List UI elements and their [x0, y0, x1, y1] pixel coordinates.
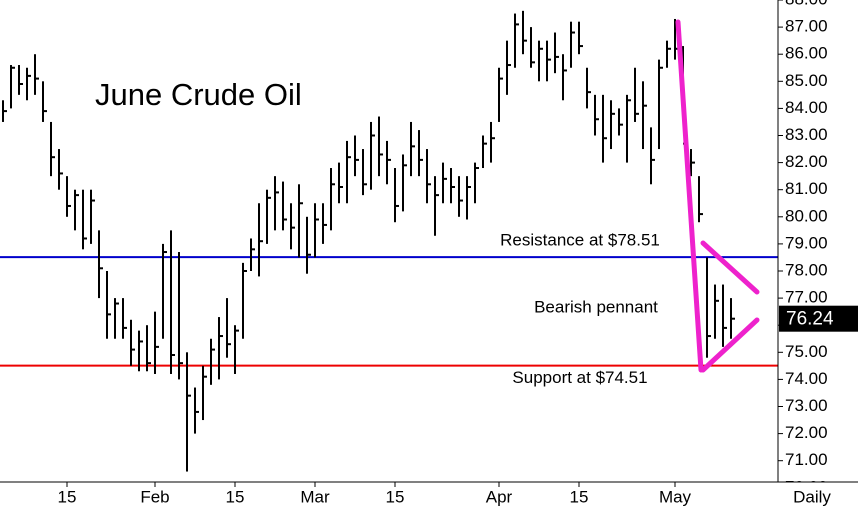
y-tick-label: 84.00 — [785, 98, 828, 117]
y-axis: 70.0071.0072.0073.0074.0075.0076.0077.00… — [778, 0, 828, 496]
bars — [2, 10, 735, 472]
y-tick-label: 74.00 — [785, 369, 828, 388]
pennant-lower — [700, 317, 760, 373]
y-tick-label: 75.00 — [785, 342, 828, 361]
y-tick-label: 82.00 — [785, 152, 828, 171]
y-tick-label: 72.00 — [785, 423, 828, 442]
y-tick-label: 80.00 — [785, 206, 828, 225]
y-tick-label: 77.00 — [785, 288, 828, 307]
y-tick-label: 87.00 — [785, 17, 828, 36]
x-axis-label: Daily — [793, 487, 831, 506]
y-tick-label: 73.00 — [785, 396, 828, 415]
y-tick-label: 79.00 — [785, 233, 828, 252]
x-tick-label: 15 — [570, 487, 589, 506]
x-tick-label: Apr — [486, 487, 513, 506]
pennant — [675, 19, 760, 373]
x-tick-label: 15 — [226, 487, 245, 506]
pennant-upper — [700, 240, 760, 295]
last-price-label: 76.24 — [786, 309, 834, 330]
last-price-box — [779, 305, 858, 332]
level-label: Support at $74.51 — [512, 368, 647, 387]
level-label: Resistance at $78.51 — [500, 231, 660, 250]
y-tick-label: 86.00 — [785, 44, 828, 63]
y-tick-label: 81.00 — [785, 179, 828, 198]
x-tick-label: May — [659, 487, 692, 506]
levels: Resistance at $78.51 Support at $74.51 — [0, 231, 778, 387]
y-tick-label: 70.00 — [785, 477, 828, 496]
y-tick-label: 71.00 — [785, 450, 828, 469]
x-tick-label: 15 — [386, 487, 405, 506]
y-tick-label: 85.00 — [785, 71, 828, 90]
pattern-label: Bearish pennant — [534, 297, 658, 316]
y-tick-label: 78.00 — [785, 260, 828, 279]
pennant-pole — [675, 19, 704, 373]
y-tick-label: 83.00 — [785, 125, 828, 144]
x-tick-label: Feb — [140, 487, 169, 506]
x-tick-label: 15 — [58, 487, 77, 506]
x-tick-label: Mar — [300, 487, 330, 506]
chart-title: June Crude Oil — [95, 77, 302, 112]
y-tick-label: 88.00 — [785, 0, 828, 8]
